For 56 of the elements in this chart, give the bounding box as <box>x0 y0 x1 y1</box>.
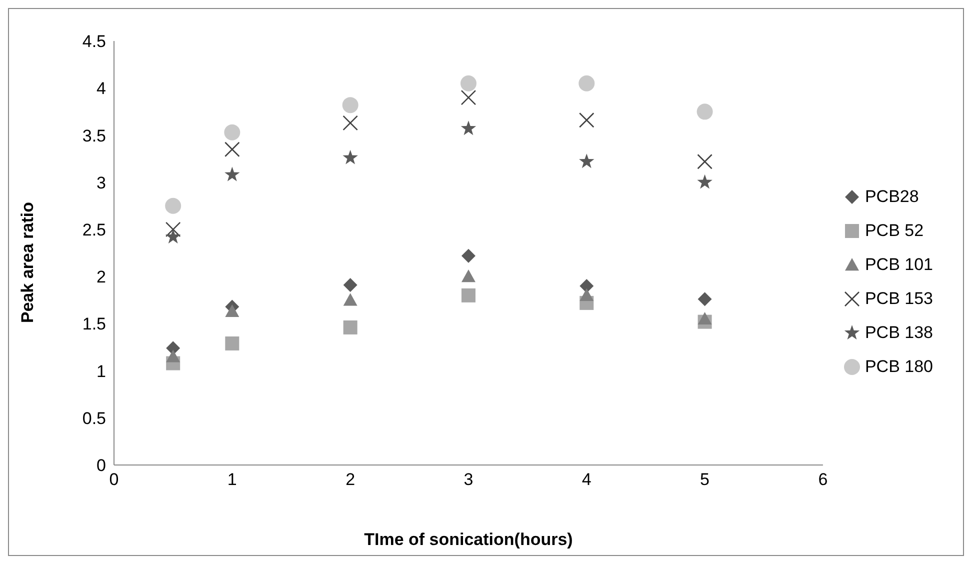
point <box>461 288 476 302</box>
legend-label: PCB 52 <box>864 221 924 241</box>
legend-label: PCB 101 <box>864 255 933 275</box>
y-tick-label: 4.5 <box>82 32 106 52</box>
point <box>580 288 594 301</box>
point <box>460 90 476 106</box>
point <box>343 278 358 292</box>
point <box>166 350 180 362</box>
y-tick-label: 3 <box>96 173 106 192</box>
legend-label: PCB 153 <box>864 289 933 309</box>
point <box>578 112 594 128</box>
point <box>579 154 594 168</box>
point <box>697 154 712 170</box>
point <box>343 293 358 306</box>
point <box>460 75 476 92</box>
point <box>578 75 595 92</box>
point <box>165 222 181 238</box>
point <box>342 150 358 164</box>
y-tick-label: 2.5 <box>82 220 106 240</box>
y-tick-label: 1.5 <box>82 314 106 334</box>
legend-label: PCB 180 <box>864 357 933 377</box>
x-tick-label: 5 <box>700 470 710 490</box>
point <box>224 166 240 182</box>
x-axis-title: TIme of sonication(hours) <box>364 530 573 549</box>
y-axis-title: Peak area ratio <box>18 202 38 323</box>
point <box>165 228 181 244</box>
point <box>224 124 240 140</box>
point <box>165 198 182 214</box>
point <box>696 104 713 120</box>
point <box>580 278 594 293</box>
point <box>697 174 712 189</box>
point <box>342 115 358 131</box>
point <box>224 142 240 158</box>
point <box>342 97 358 114</box>
x-tick-label: 2 <box>346 470 356 490</box>
point <box>698 312 712 325</box>
legend-label: PCB28 <box>864 187 919 207</box>
y-tick-label: 0.5 <box>82 408 106 428</box>
x-tick-label: 4 <box>582 470 592 490</box>
y-tick-label: 4 <box>96 79 106 98</box>
x-tick-label: 1 <box>227 470 237 490</box>
y-tick-label: 3.5 <box>82 126 106 146</box>
point <box>225 336 240 350</box>
y-tick-label: 2 <box>96 268 106 287</box>
x-tick-label: 6 <box>818 470 828 490</box>
point <box>343 320 358 334</box>
y-tick-label: 1 <box>96 362 106 381</box>
point <box>460 120 476 136</box>
point <box>461 270 476 282</box>
x-tick-label: 0 <box>109 470 119 490</box>
y-tick-label: 0 <box>96 456 106 476</box>
point <box>461 248 476 263</box>
x-tick-label: 3 <box>464 470 474 490</box>
point <box>225 304 240 318</box>
point <box>698 292 712 306</box>
legend-label: PCB 138 <box>864 323 933 343</box>
